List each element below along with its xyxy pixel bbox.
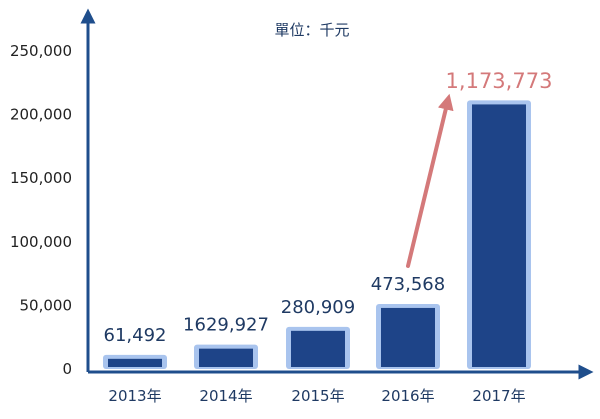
y-tick-label: 0 <box>62 360 72 378</box>
bar <box>199 348 253 367</box>
unit-label: 單位：千元 <box>274 21 349 39</box>
bar-value-label: 61,492 <box>104 325 167 346</box>
bar <box>291 330 345 367</box>
bar-value-label: 280,909 <box>281 297 355 318</box>
bars <box>103 100 531 369</box>
x-tick-label: 2016年 <box>381 387 434 405</box>
highlight-value-label: 1,173,773 <box>446 69 553 93</box>
x-tick-label: 2014年 <box>199 387 252 405</box>
x-tick-labels: 2013年 2014年 2015年 2016年 2017年 <box>108 387 525 405</box>
bar <box>108 358 162 367</box>
bar-value-label: 1629,927 <box>183 315 269 336</box>
bar-value-label: 473,568 <box>371 274 445 295</box>
y-tick-label: 100,000 <box>10 233 72 251</box>
value-labels: 61,492 1629,927 280,909 473,568 <box>104 274 446 346</box>
y-tick-labels: 0 50,000 100,000 150,000 200,000 250,000 <box>10 42 72 378</box>
y-tick-label: 250,000 <box>10 42 72 60</box>
bar <box>381 307 435 367</box>
y-tick-label: 50,000 <box>20 296 73 314</box>
y-tick-label: 150,000 <box>10 169 72 187</box>
bar <box>472 104 526 367</box>
x-tick-label: 2017年 <box>472 387 525 405</box>
x-tick-label: 2013年 <box>108 387 161 405</box>
growth-arrow <box>406 93 454 268</box>
x-tick-label: 2015年 <box>291 387 344 405</box>
y-tick-label: 200,000 <box>10 106 72 124</box>
